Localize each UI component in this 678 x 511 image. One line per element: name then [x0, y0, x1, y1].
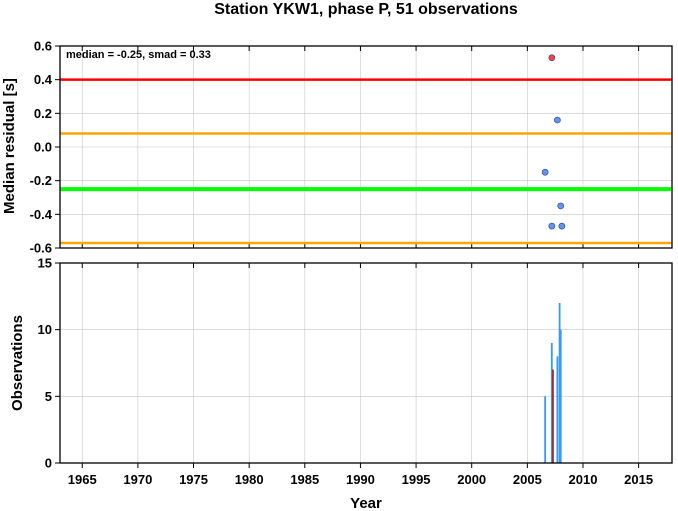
obs-x-tick-label: 1965: [68, 472, 97, 487]
residual-point-5: [558, 222, 566, 230]
residual-plot-frame: [59, 45, 673, 249]
residual-point-3: [554, 116, 561, 124]
observations-y-axis-label: Observations: [9, 315, 26, 411]
obs-x-tick-label: 1975: [179, 472, 208, 487]
residual-point-0: [541, 168, 549, 176]
observations-panel: 1965 1970 1975 1980 1985 1990 1995 2000 2005 2010…: [38, 256, 673, 487]
obs-x-tick-label: 2005: [513, 472, 542, 487]
residual-point-2: [548, 222, 556, 230]
obs-x-tick-label: 1990: [346, 472, 375, 487]
residual-y-tick-label: -0.6: [30, 241, 52, 256]
residual-y-axis-label: Median residual [s]: [1, 78, 18, 214]
year-x-axis-label: Year: [350, 495, 382, 511]
residual-point-4: [557, 202, 565, 210]
stats-annotation: median = -0.25, smad = 0.33: [66, 49, 211, 61]
obs-x-tick-label: 1985: [290, 472, 319, 487]
obs-y-tick-label: 0: [45, 456, 52, 471]
residual-panel: -0.6 -0.4 -0.2 0.0 0.2 0.4 0.6 median = -0.25, …: [30, 39, 673, 256]
obs-x-tick-label: 1970: [123, 472, 152, 487]
observations-plot-frame: [59, 262, 673, 464]
residual-y-tick-label: 0.4: [34, 72, 53, 87]
residual-y-tick-label: 0.0: [34, 140, 52, 155]
obs-x-tick-label: 2010: [569, 472, 598, 487]
residual-point-1: [548, 54, 556, 62]
residual-y-tick-label: -0.4: [30, 207, 53, 222]
residual-y-tick-label: 0.2: [34, 106, 52, 121]
obs-x-tick-label: 2000: [457, 472, 486, 487]
residual-y-tick-label: -0.2: [30, 173, 52, 188]
obs-y-tick-label: 5: [45, 389, 52, 404]
obs-x-tick-label: 1995: [402, 472, 431, 487]
obs-y-tick-label: 15: [38, 256, 52, 271]
figure-title: Station YKW1, phase P, 51 observations: [214, 1, 518, 18]
residual-y-tick-label: 0.6: [34, 39, 52, 54]
obs-y-tick-label: 10: [38, 322, 52, 337]
obs-x-tick-label: 1980: [235, 472, 264, 487]
obs-x-tick-label: 2015: [624, 472, 653, 487]
